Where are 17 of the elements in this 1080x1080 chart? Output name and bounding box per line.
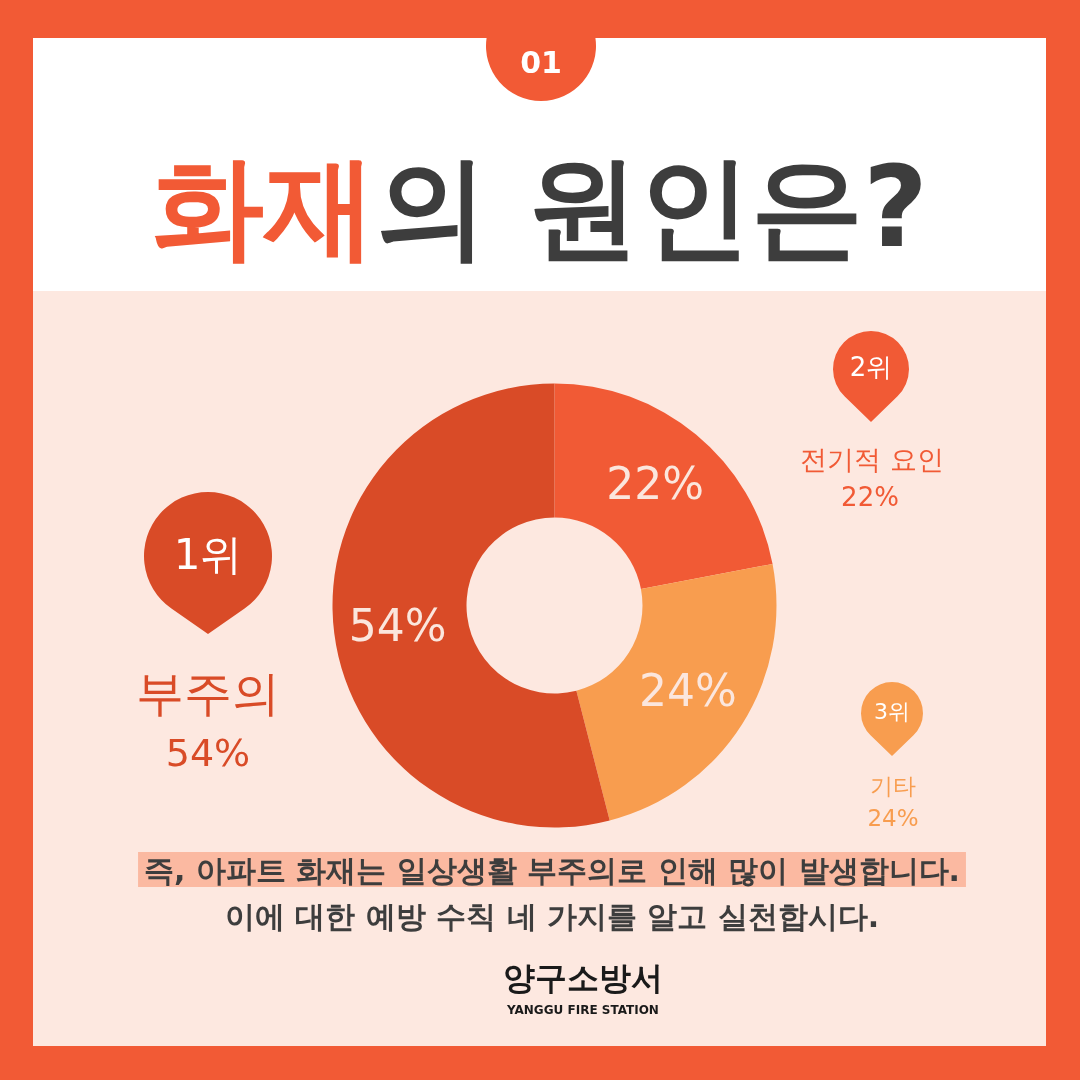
text: 양구소방서	[503, 959, 663, 997]
text: 2위	[849, 352, 893, 382]
data-label: 22%	[606, 458, 705, 510]
text: 3위	[874, 698, 910, 724]
text: 01	[520, 44, 562, 80]
text: 1위	[173, 529, 243, 579]
text: 54%	[165, 731, 251, 775]
text: YANGGU FIRE STATION	[506, 1003, 659, 1017]
data-label: 24%	[639, 664, 737, 716]
text: 24%	[867, 805, 919, 831]
text: 이에 대한 예방 수칙 네 가지를 알고 실천합시다.	[224, 898, 880, 934]
chart-title: 화재의 원인은?	[152, 142, 928, 272]
data-label: 54%	[348, 599, 447, 651]
slice-label: 부주의	[136, 665, 280, 721]
slice-label: 기타	[870, 773, 916, 799]
slice-label: 전기적 요인	[800, 443, 944, 475]
text: 22%	[841, 482, 899, 512]
